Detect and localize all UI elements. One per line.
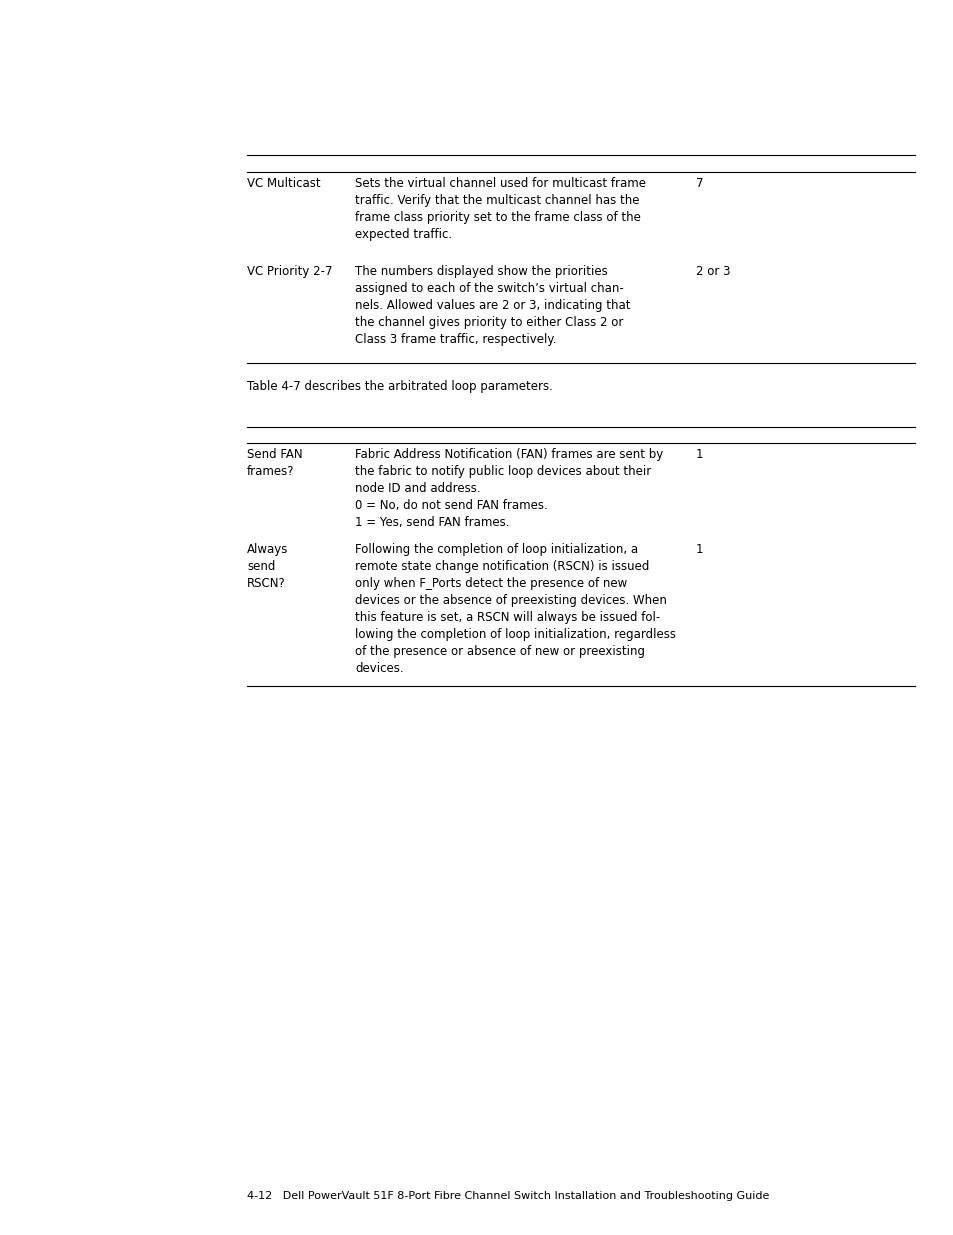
Text: Always
send
RSCN?: Always send RSCN? (247, 543, 288, 590)
Text: 7: 7 (696, 177, 702, 190)
Text: Fabric Address Notification (FAN) frames are sent by
the fabric to notify public: Fabric Address Notification (FAN) frames… (355, 448, 662, 529)
Text: The numbers displayed show the priorities
assigned to each of the switch’s virtu: The numbers displayed show the prioritie… (355, 266, 630, 346)
Text: 1: 1 (696, 543, 702, 556)
Text: 2 or 3: 2 or 3 (696, 266, 730, 278)
Text: Following the completion of loop initialization, a
remote state change notificat: Following the completion of loop initial… (355, 543, 676, 676)
Text: 1: 1 (696, 448, 702, 461)
Text: Sets the virtual channel used for multicast frame
traffic. Verify that the multi: Sets the virtual channel used for multic… (355, 177, 645, 241)
Text: 4-12   Dell PowerVault 51F 8-Port Fibre Channel Switch Installation and Troubles: 4-12 Dell PowerVault 51F 8-Port Fibre Ch… (247, 1191, 768, 1200)
Text: Table 4-7 describes the arbitrated loop parameters.: Table 4-7 describes the arbitrated loop … (247, 380, 553, 393)
Text: VC Priority 2-7: VC Priority 2-7 (247, 266, 333, 278)
Text: VC Multicast: VC Multicast (247, 177, 320, 190)
Text: Send FAN
frames?: Send FAN frames? (247, 448, 302, 478)
